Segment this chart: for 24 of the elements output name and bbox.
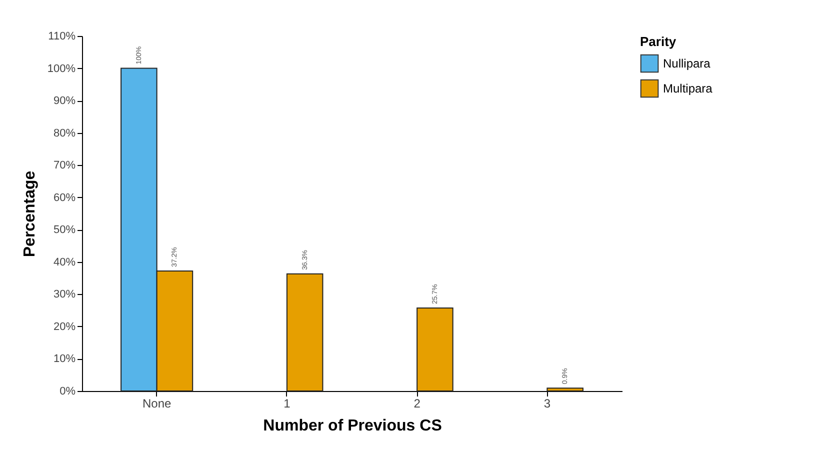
bar [286,273,324,392]
legend-label: Multipara [663,82,713,96]
legend-title: Parity [640,34,677,49]
x-tick-label: None [142,396,172,410]
y-tick-label: 70% [53,160,76,172]
y-tick-label: 30% [53,288,76,301]
legend-label: Nullipara [663,56,711,70]
y-tick-label: 100% [47,62,76,75]
x-tick-label: 3 [544,396,551,410]
y-tick-label: 40% [53,256,76,268]
y-tick-label: 10% [53,353,76,366]
y-tick-label: 50% [53,224,76,236]
y-tick-label: 90% [53,95,76,108]
x-tick-label: 2 [414,396,421,410]
y-tick-label: 110% [48,30,76,42]
bar [546,388,584,392]
y-axis-title: Percentage [21,170,38,258]
y-tick-label: 0% [60,386,76,398]
y-tick-label: 20% [53,320,76,333]
bar [416,308,454,392]
y-tick-label: 60% [53,192,76,204]
y-tick-label: 80% [53,127,76,140]
x-axis-title: Number of Previous CS [263,418,442,434]
x-tick-label: 1 [284,396,291,410]
